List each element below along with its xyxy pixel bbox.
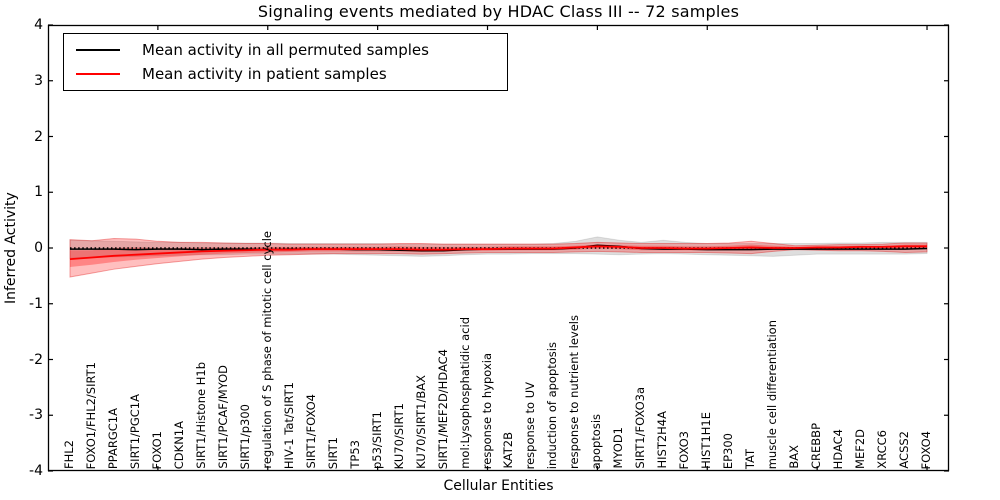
category-label: regulation of S phase of mitotic cell cy… [259,231,274,469]
category-label: muscle cell differentiation [765,319,780,469]
category-label: PPARGC1A [105,407,120,469]
category-label: FOXO3 [677,430,692,469]
category-label: HDAC4 [831,428,846,469]
category-label: CDKN1A [171,420,186,469]
category-label: SIRT1/p300 [237,403,252,469]
patient-mean-line [69,245,928,261]
category-label: SIRT1/FOXO3a [633,387,648,469]
category-label: FHL2 [61,440,76,469]
category-label: BAX [787,445,802,469]
category-label: response to UV [523,381,538,469]
category-label: HIST2H4A [655,411,670,469]
x-axis-label: Cellular Entities [443,478,554,494]
category-label: SIRT1 [325,436,340,469]
category-label: EP300 [721,432,736,469]
category-label: induction of apoptosis [545,341,560,469]
category-label: SIRT1/PCAF/MYOD [215,365,230,469]
y-tick-label: -1 [29,295,43,312]
category-label: KU70/SIRT1/BAX [413,375,428,469]
category-label: apoptosis [589,413,604,469]
category-label: KU70/SIRT1 [391,402,406,469]
y-tick-label: -3 [29,407,43,424]
category-label: MEF2D [853,429,868,469]
category-label: SIRT1/PGC1A [127,393,142,469]
legend-label-patient: Mean activity in patient samples [142,65,387,83]
legend-item-permuted: Mean activity in all permuted samples [64,38,507,62]
category-label: SIRT1/Histone H1b [193,362,208,469]
y-tick-label: 4 [34,17,43,33]
category-label: ACSS2 [897,431,912,469]
legend-item-patient: Mean activity in patient samples [64,62,507,86]
permuted-line-swatch [76,49,120,51]
y-tick-label: 1 [34,184,43,201]
y-tick-label: -2 [29,351,43,368]
chart-title: Signaling events mediated by HDAC Class … [257,2,740,21]
category-label: CREBBP [809,423,824,469]
category-label: response to nutrient levels [567,315,582,469]
category-label: FOXO1 [149,430,164,469]
category-label: SIRT1/FOXO4 [303,394,318,469]
category-label: TAT [743,448,758,469]
legend-label-permuted: Mean activity in all permuted samples [142,41,429,59]
y-tick-label: 0 [34,240,43,256]
category-label: FOXO4 [919,430,934,469]
legend: Mean activity in all permuted samples Me… [63,33,508,91]
category-label: SIRT1/MEF2D/HDAC4 [435,348,450,469]
patient-line-swatch [76,73,120,75]
category-label: TP53 [347,440,362,469]
category-label: mol:Lysophosphatidic acid [457,317,472,469]
category-label: HIV-1 Tat/SIRT1 [281,381,296,469]
category-label: KAT2B [501,432,516,469]
category-label: FOXO1/FHL2/SIRT1 [83,361,98,469]
permuted-std-band [69,236,928,259]
y-tick-label: -4 [29,463,43,479]
y-tick-label: 3 [34,72,43,89]
category-label: HIST1H1E [699,412,714,469]
category-label: response to hypoxia [479,352,494,469]
category-label: p53/SIRT1 [369,411,384,469]
category-label: MYOD1 [611,427,626,469]
y-tick-label: 2 [34,128,43,145]
category-label: XRCC6 [875,430,890,469]
